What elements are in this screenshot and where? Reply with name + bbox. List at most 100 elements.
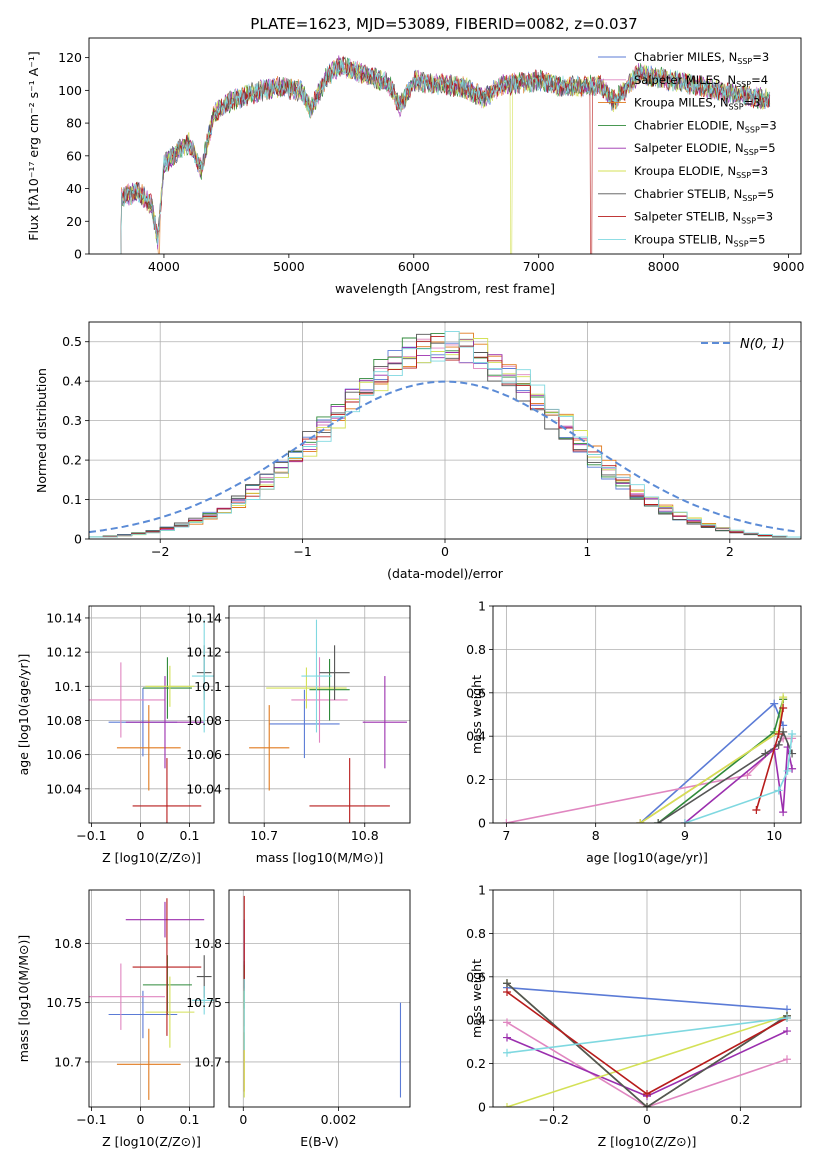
y-tick-label: 10.08 bbox=[46, 713, 82, 728]
weight_vs_Z-panel: −0.2 0 0.2 0 0.2 0.4 0.6 0.8 1 Z [log10(Z/Z⊙)] mas… bbox=[466, 883, 802, 1149]
legend-suffix: =4 bbox=[751, 73, 768, 87]
y-tick-label: 10.1 bbox=[54, 679, 82, 694]
x-tick-label: 10.7 bbox=[250, 828, 278, 843]
x-tick-label: 2 bbox=[726, 544, 734, 559]
x-tick-label: −2 bbox=[151, 544, 169, 559]
data-point-marker bbox=[503, 1103, 511, 1107]
axes-frame bbox=[88, 889, 215, 1108]
legend-suffix: =3 bbox=[744, 96, 761, 110]
data-point-marker bbox=[774, 730, 783, 739]
axes-frame bbox=[228, 605, 411, 824]
age_vs_Z-plot-area bbox=[89, 619, 214, 823]
y-tick-label: 0.4 bbox=[466, 1013, 486, 1028]
axes-frame bbox=[88, 605, 215, 824]
y-tick-label: 10.04 bbox=[186, 781, 222, 796]
y-tick-label: 0.2 bbox=[62, 453, 82, 468]
mass-weight-series bbox=[657, 699, 784, 823]
mass_vs_Z-plot-area bbox=[89, 898, 214, 1100]
y-tick-label: 10.06 bbox=[186, 747, 222, 762]
age_vs_Z-panel: −0.1 0 0.1 10.04 10.06 10.08 10.1 10.12 10.14 Z [… bbox=[16, 605, 215, 865]
data-point-marker bbox=[783, 766, 792, 775]
data-point-marker bbox=[503, 1048, 511, 1057]
histogram-series bbox=[89, 330, 801, 539]
y-axis-label: age [log10(age/yr)] bbox=[16, 654, 31, 776]
y-tick-label: 10.08 bbox=[186, 713, 222, 728]
legend-subscript: SSP bbox=[741, 217, 756, 226]
axes-frame bbox=[88, 37, 802, 255]
y-tick-label: 10.8 bbox=[194, 936, 222, 951]
y-axis-label: mass weight bbox=[469, 959, 484, 1038]
legend-subscript: SSP bbox=[745, 125, 760, 134]
y-tick-label: 0.3 bbox=[62, 413, 82, 428]
data-point-marker bbox=[774, 786, 783, 795]
y-tick-label: 0.1 bbox=[62, 492, 82, 507]
x-tick-label: 10 bbox=[766, 828, 782, 843]
y-tick-label: 120 bbox=[58, 50, 82, 65]
panels: 4000 5000 6000 7000 8000 9000020406080100120w… bbox=[16, 37, 804, 1149]
axes-frame bbox=[492, 889, 802, 1108]
x-tick-label: 0 bbox=[643, 1112, 651, 1127]
data-point-marker bbox=[503, 1018, 511, 1027]
legend-suffix: =3 bbox=[751, 164, 768, 178]
mass_vs_Z-panel: −0.1 0 0.1 10.7 10.75 10.8 Z [log10(Z/Z⊙)] mass… bbox=[16, 889, 215, 1149]
mass-weight-series bbox=[506, 982, 788, 1107]
y-tick-label: 0.5 bbox=[62, 334, 82, 349]
legend-entry: Chabrier ELODIE, NSSP=3 bbox=[634, 118, 777, 134]
legend-entry: Kroupa STELIB, NSSP=5 bbox=[634, 232, 765, 248]
y-tick-label: 0.2 bbox=[466, 1056, 486, 1071]
x-tick-label: 8 bbox=[592, 828, 600, 843]
data-point-marker bbox=[788, 764, 797, 773]
legend-suffix: =3 bbox=[756, 210, 773, 224]
data-point-marker bbox=[779, 808, 788, 817]
legend-entry: Chabrier MILES, NSSP=3 bbox=[634, 50, 769, 66]
legend-suffix: =5 bbox=[759, 141, 776, 155]
mass-weight-series bbox=[506, 1015, 788, 1107]
x-tick-label: 10.8 bbox=[351, 828, 379, 843]
axes-frame bbox=[228, 889, 411, 1108]
y-tick-label: 80 bbox=[66, 116, 82, 131]
y-tick-label: 100 bbox=[58, 83, 82, 98]
y-tick-label: 10.7 bbox=[194, 1054, 222, 1069]
y-tick-label: 10.75 bbox=[186, 995, 222, 1010]
data-point-marker bbox=[502, 819, 511, 823]
x-tick-label: 0.1 bbox=[180, 828, 200, 843]
y-tick-label: 10.8 bbox=[54, 936, 82, 951]
x-tick-label: 0 bbox=[441, 544, 449, 559]
mass-weight-series bbox=[639, 702, 784, 823]
y-tick-label: 10.12 bbox=[186, 645, 222, 660]
x-tick-label: −0.2 bbox=[538, 1112, 568, 1127]
y-tick-label: 1 bbox=[478, 883, 486, 898]
legend-subscript: SSP bbox=[734, 239, 749, 248]
mass-weight-series bbox=[506, 1017, 788, 1054]
data-point-marker bbox=[643, 1103, 651, 1107]
data-point-marker bbox=[783, 1014, 791, 1023]
legend-subscript: SSP bbox=[737, 57, 752, 66]
y-tick-label: 10.75 bbox=[46, 995, 82, 1010]
legend-entry: N(0, 1) bbox=[740, 337, 785, 352]
data-point-marker bbox=[680, 819, 689, 823]
x-tick-label: 7 bbox=[502, 828, 510, 843]
spectrum-plot-area bbox=[120, 55, 771, 254]
legend-suffix: =5 bbox=[749, 232, 766, 246]
data-point-marker bbox=[788, 730, 797, 739]
x-tick-label: 0.2 bbox=[730, 1112, 750, 1127]
legend-suffix: =5 bbox=[757, 187, 774, 201]
x-tick-label: −1 bbox=[293, 544, 311, 559]
legend-suffix: =3 bbox=[760, 118, 777, 132]
x-tick-label: 6000 bbox=[398, 259, 430, 274]
y-tick-label: 0.6 bbox=[466, 685, 486, 700]
age_vs_mass-panel: 10.7 10.8 10.04 10.06 10.08 10.1 10.12 10.14 mas… bbox=[186, 605, 411, 865]
data-point-marker bbox=[779, 727, 788, 736]
y-tick-label: 10.06 bbox=[46, 747, 82, 762]
x-tick-label: 0 bbox=[136, 828, 144, 843]
x-tick-label: 0 bbox=[239, 1112, 247, 1127]
y-tick-label: 0.8 bbox=[466, 926, 486, 941]
mass-weight-series bbox=[506, 986, 788, 1011]
data-point-marker bbox=[503, 987, 511, 996]
legend-entry: Salpeter STELIB, NSSP=3 bbox=[634, 210, 773, 226]
data-point-marker bbox=[783, 1055, 791, 1064]
data-point-marker bbox=[503, 979, 511, 988]
y-tick-label: 1 bbox=[478, 599, 486, 614]
x-tick-label: 4000 bbox=[148, 259, 180, 274]
y-tick-label: 40 bbox=[66, 181, 82, 196]
